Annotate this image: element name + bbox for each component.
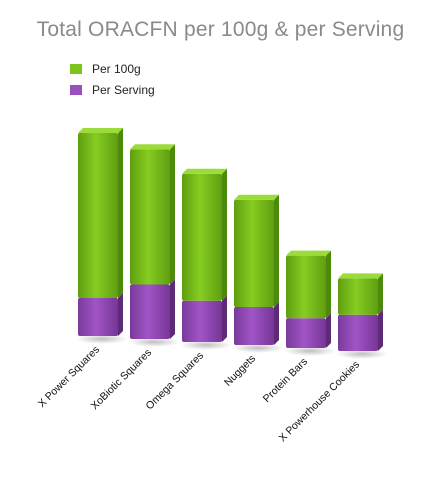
- legend-swatch-per-serving: [70, 85, 82, 95]
- bar-per-100g-x-power-squares: [78, 133, 118, 299]
- bar-side-per-100g-xobiotic-squares: [170, 144, 175, 285]
- chart-title: Total ORACFN per 100g & per Serving: [36, 18, 405, 41]
- bar-top-x-power-squares: [78, 128, 123, 134]
- bar-shadow-x-powerhouse-cookies: [336, 349, 388, 359]
- bar-side-per-100g-x-powerhouse-cookies: [378, 273, 383, 315]
- bar-shadow-nuggets: [232, 343, 284, 353]
- bar-side-per-serving-xobiotic-squares: [170, 279, 175, 339]
- bar-top-xobiotic-squares: [130, 144, 175, 150]
- bar-per-serving-xobiotic-squares: [130, 284, 170, 339]
- legend: Per 100g Per Serving: [70, 60, 155, 102]
- x-tick-label-omega-squares: Omega Squares: [144, 350, 207, 413]
- bar-top-protein-bars: [286, 250, 331, 256]
- legend-item-per-100g: Per 100g: [70, 60, 155, 78]
- bar-top-omega-squares: [182, 168, 227, 174]
- bar-shadow-omega-squares: [180, 340, 232, 350]
- legend-label-per-100g: Per 100g: [92, 62, 141, 76]
- bar-per-100g-xobiotic-squares: [130, 149, 170, 285]
- legend-swatch-per-100g: [70, 64, 82, 74]
- bar-per-serving-omega-squares: [182, 300, 222, 342]
- bar-per-serving-nuggets: [234, 307, 274, 345]
- bar-top-nuggets: [234, 194, 279, 200]
- bar-shadow-x-power-squares: [76, 334, 128, 344]
- bar-side-per-100g-x-power-squares: [118, 128, 123, 299]
- legend-label-per-serving: Per Serving: [92, 83, 155, 97]
- bar-side-per-100g-protein-bars: [326, 250, 331, 319]
- bar-top-x-powerhouse-cookies: [338, 273, 383, 279]
- bar-side-per-serving-protein-bars: [326, 313, 331, 348]
- bar-side-per-serving-omega-squares: [222, 295, 227, 342]
- x-tick-label-nuggets: Nuggets: [222, 353, 258, 389]
- bar-side-per-serving-nuggets: [274, 302, 279, 345]
- bar-per-serving-x-power-squares: [78, 298, 118, 336]
- legend-item-per-serving: Per Serving: [70, 81, 155, 99]
- bar-side-per-100g-omega-squares: [222, 168, 227, 301]
- bar-per-serving-x-powerhouse-cookies: [338, 314, 378, 351]
- bar-side-per-serving-x-power-squares: [118, 293, 123, 336]
- x-tick-label-protein-bars: Protein Bars: [261, 356, 310, 405]
- bar-per-100g-nuggets: [234, 199, 274, 308]
- bar-per-100g-omega-squares: [182, 173, 222, 301]
- bar-per-serving-protein-bars: [286, 318, 326, 348]
- bar-shadow-protein-bars: [284, 346, 336, 356]
- bar-per-100g-protein-bars: [286, 255, 326, 319]
- bar-per-100g-x-powerhouse-cookies: [338, 278, 378, 315]
- bar-side-per-100g-nuggets: [274, 194, 279, 308]
- bar-side-per-serving-x-powerhouse-cookies: [378, 309, 383, 351]
- bar-shadow-xobiotic-squares: [128, 337, 180, 347]
